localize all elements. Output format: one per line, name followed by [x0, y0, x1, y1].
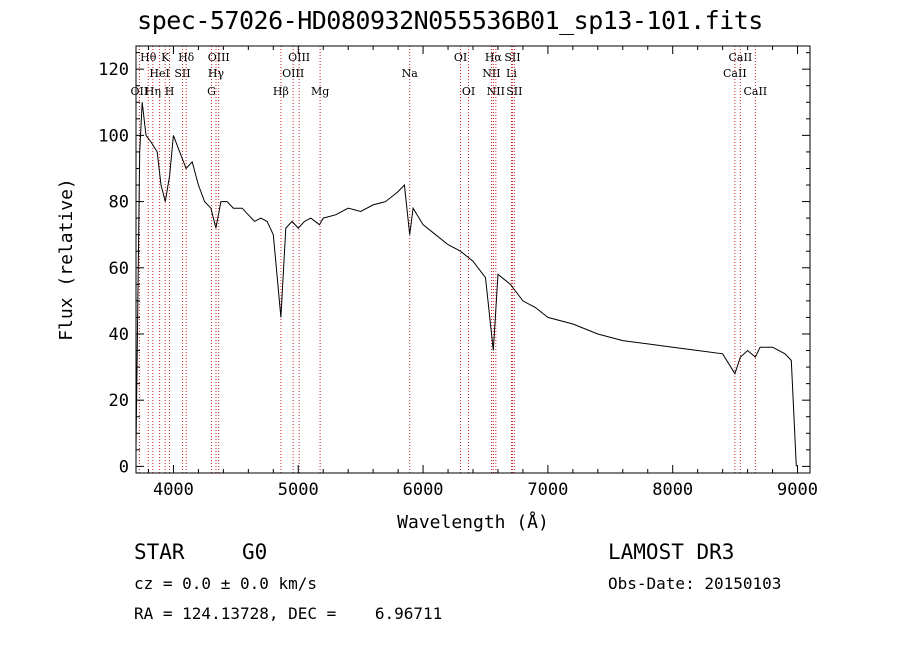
y-tick-label-4: 80: [109, 193, 129, 213]
line-marker-label-14: Mg: [311, 85, 329, 98]
y-tick-label-2: 40: [109, 325, 129, 345]
line-marker-label-10: OIII: [208, 51, 230, 64]
line-marker-label-13: OIII: [288, 51, 310, 64]
line-marker-label-26: CaII: [743, 85, 767, 98]
x-tick-label-0: 4000: [153, 480, 194, 500]
line-marker-label-3: HeI: [149, 67, 169, 80]
line-marker-label-18: NII: [482, 67, 500, 80]
line-marker-label-20: NII: [487, 85, 505, 98]
object-class: STAR: [134, 540, 185, 564]
line-marker-label-9: Hγ: [208, 67, 225, 80]
y-tick-label-1: 20: [109, 391, 129, 411]
plot-frame: [135, 45, 811, 474]
object-subclass: G0: [242, 540, 268, 564]
line-marker-label-0: OII: [131, 85, 149, 98]
line-marker-label-2: Hη: [145, 85, 161, 98]
line-marker-label-8: G: [207, 85, 216, 98]
x-tick-label-2: 6000: [403, 480, 444, 500]
x-tick-label-1: 5000: [278, 480, 319, 500]
ra-dec-readout: RA = 124.13728, DEC = 6.96711: [134, 604, 443, 623]
obs-date: Obs-Date: 20150103: [608, 574, 782, 593]
y-tick-label-5: 100: [98, 126, 129, 146]
y-tick-label-3: 60: [109, 259, 129, 279]
line-marker-label-6: SII: [174, 67, 190, 80]
x-tick-label-3: 7000: [527, 480, 568, 500]
line-marker-label-4: K: [161, 51, 170, 64]
x-tick-label-4: 8000: [652, 480, 693, 500]
line-marker-label-12: OIII: [282, 67, 304, 80]
x-axis-ticks: 4000 5000 6000 7000 8000 9000: [147, 46, 818, 500]
y-tick-label-0: 0: [119, 457, 129, 477]
line-marker-label-15: Na: [402, 67, 419, 80]
y-tick-label-6: 120: [98, 60, 129, 80]
y-axis-label: Flux (relative): [56, 178, 77, 341]
line-marker-label-23: SII: [506, 85, 522, 98]
line-marker-label-21: Li: [506, 67, 517, 80]
line-marker-label-7: Hδ: [178, 51, 195, 64]
chart-title: spec-57026-HD080932N055536B01_sp13-101.f…: [137, 6, 763, 35]
line-marker-label-11: Hβ: [273, 85, 289, 98]
line-marker-label-1: Hθ: [140, 51, 157, 64]
line-marker-label-16: OI: [454, 51, 467, 64]
redshift-readout: cz = 0.0 ± 0.0 km/s: [134, 574, 318, 593]
line-marker-label-25: CaII: [729, 51, 753, 64]
y-axis-ticks: 0 20 40 60 80 100 120: [98, 52, 810, 477]
line-marker-label-19: Hα: [485, 51, 503, 64]
x-axis-label: Wavelength (Å): [397, 511, 549, 533]
line-marker-label-24: CaII: [723, 67, 747, 80]
x-tick-label-5: 9000: [777, 480, 818, 500]
line-marker-labels: OII Hθ Hη HeI K H SII Hδ G Hγ OIII Hβ OIII OIII Mg Na OI…: [131, 51, 768, 98]
survey-name: LAMOST DR3: [608, 540, 735, 564]
line-marker-label-17: OI: [462, 85, 475, 98]
spectrum-line: [135, 102, 797, 467]
line-marker-label-22: SII: [504, 51, 520, 64]
line-markers: [138, 46, 756, 473]
line-marker-label-5: H: [165, 85, 175, 98]
